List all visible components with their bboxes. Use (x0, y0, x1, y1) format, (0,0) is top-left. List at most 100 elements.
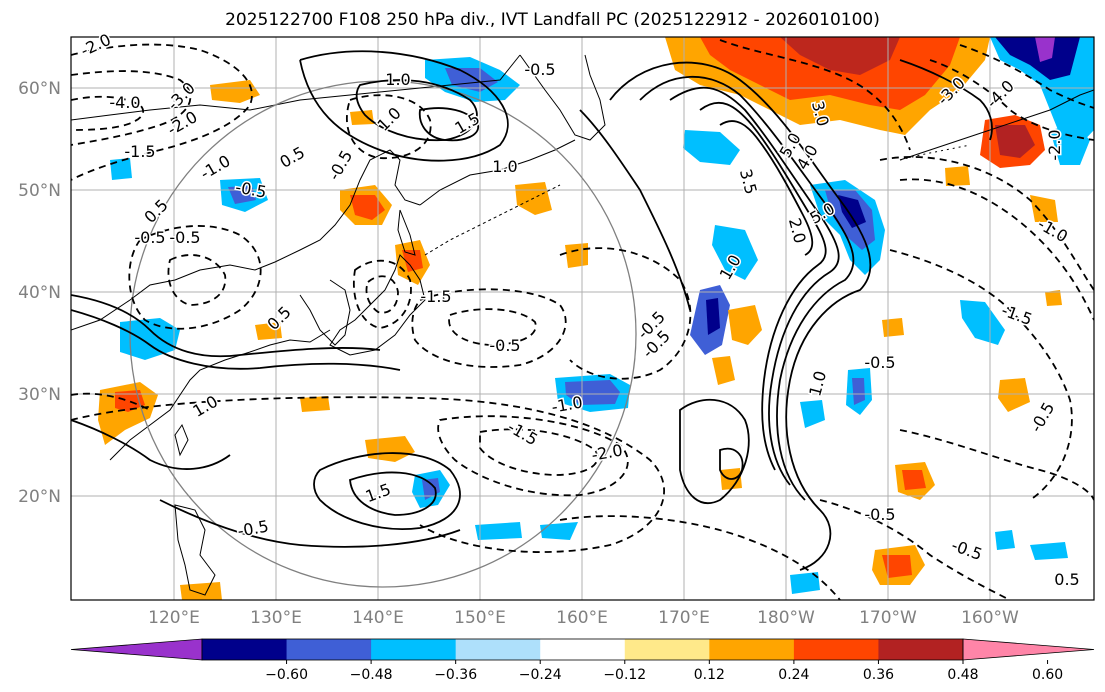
contour-label: -1.5 (420, 287, 451, 306)
plot-title: 2025122700 F108 250 hPa div., IVT Landfa… (225, 10, 880, 30)
shade-positive-7 (728, 305, 762, 345)
pos-contour-ne (899, 59, 993, 141)
lon-label-150e: 150°E (454, 608, 506, 628)
contour-label: -2.0 (1045, 129, 1064, 160)
lon-label-140e: 140°E (352, 608, 404, 628)
shade-negative-1 (683, 130, 740, 165)
contour-label: -0.5 (169, 228, 200, 247)
pos-contour-nw-3 (418, 107, 479, 142)
shade-positive-11b (902, 470, 926, 490)
coast-kurils (424, 184, 561, 256)
pos-contour-south-1 (313, 452, 461, 530)
pos-contour-west-2 (71, 309, 401, 371)
pos-contour-west-3 (71, 419, 231, 470)
shade-negative-corner-core (995, 37, 1080, 80)
coast-sakhalin (397, 209, 416, 256)
colorbar-tick-label: −0.60 (265, 667, 308, 683)
shade-negative-11 (120, 318, 180, 360)
coast-japan (329, 254, 426, 356)
colorbar-extend-high (962, 638, 1095, 661)
shade-positive-14 (300, 396, 330, 412)
neg-contour-south-2 (437, 415, 629, 497)
shade-positive-20 (1045, 290, 1062, 306)
pos-contour-jet-4 (699, 101, 827, 471)
shade-negative-15 (110, 158, 132, 180)
contour-labels: -2.0-4.0 -3.0-2.0-1.5 -1.0-0.5-0.5 -0.51.01… (76, 28, 1081, 590)
lon-label-160e: 160°E (556, 608, 608, 628)
neg-contour-se (819, 499, 1011, 600)
colorbar-segment (540, 639, 626, 660)
positive-contours (71, 50, 993, 571)
pos-contour-jet-2 (639, 75, 855, 501)
colorbar-extend-low (70, 638, 203, 661)
neg-contour-center-3 (559, 247, 692, 380)
shade-negative-18 (995, 530, 1015, 550)
colorbar-segment (371, 639, 457, 660)
neg-contour-sw-2 (167, 254, 227, 306)
neg-contour-nw-3 (71, 95, 144, 131)
shade-positive-9 (565, 243, 588, 268)
neg-contour-nw-2 (71, 70, 192, 146)
pos-contour-jet-7 (719, 447, 744, 480)
lat-label-50n: 50°N (18, 181, 61, 201)
shade-negative-10 (1050, 125, 1090, 165)
colorbar-tick-label: 0.24 (778, 667, 809, 683)
pos-contour-jet-5 (719, 120, 814, 256)
colorbar-segment (878, 639, 964, 660)
neg-contour-center-1 (411, 288, 567, 368)
shade-positive-10 (998, 378, 1030, 412)
neg-contour-south-1 (71, 396, 665, 553)
shade-positive-17 (255, 322, 282, 340)
contour-label: -1.5 (124, 142, 155, 161)
colorbar-tick-label: −0.36 (434, 667, 477, 683)
shade-positive-13 (1030, 195, 1058, 222)
contour-label: -0.5 (524, 60, 555, 79)
lon-label-170w: 170°W (859, 608, 917, 628)
coast-kamchatka (519, 54, 606, 141)
colorbar-tick-label: −0.12 (603, 667, 646, 683)
shade-positive-1b (350, 195, 385, 220)
coast-taiwan (174, 423, 189, 457)
shade-positive-15 (945, 166, 970, 186)
shade-negative-16 (1030, 542, 1068, 560)
colorbar-tick-label: −0.48 (350, 667, 393, 683)
colorbar-segment (709, 639, 795, 660)
neg-contour-south-3 (479, 428, 599, 476)
shade-negative-13 (540, 522, 578, 540)
map-frame (70, 36, 1095, 601)
shade-positive-alaska-core (995, 125, 1035, 158)
shade-negative-17 (790, 572, 820, 594)
shade-positive-5 (210, 80, 260, 103)
map-layers (71, 37, 1094, 600)
colorbar-segment (202, 639, 288, 660)
shading-layer (98, 37, 1094, 600)
contour-label: -0.5 (864, 505, 895, 524)
shade-positive-2b (402, 250, 423, 272)
pos-contour-south-2 (349, 471, 437, 516)
colorbar-tick-label: 0.48 (947, 667, 978, 683)
coast-philippines (174, 504, 216, 596)
shade-positive-19 (180, 582, 222, 600)
neg-contour-sw-1 (128, 225, 262, 330)
neg-contour-east-3 (889, 249, 1073, 501)
lat-label-30n: 30°N (18, 385, 61, 405)
neg-contour-ring-2 (365, 275, 399, 314)
shade-positive-12b (882, 555, 912, 578)
shade-positive-21 (350, 110, 374, 125)
colorbar-segment (793, 639, 879, 660)
contour-label: -0.5 (134, 228, 165, 247)
pos-contour-jet-3 (669, 86, 840, 486)
neg-contour-east-4 (899, 429, 1094, 501)
colorbar-tick-label: 0.12 (694, 667, 725, 683)
lon-label-130e: 130°E (250, 608, 302, 628)
shade-negative-corner-purple (1035, 37, 1055, 62)
contour-label: -0.5 (489, 336, 520, 355)
colorbar-segment (286, 639, 372, 660)
lon-label-180w: 180°W (757, 608, 815, 628)
coast-alaska (899, 89, 1094, 161)
shade-negative-4b (565, 380, 620, 405)
coast-asia (71, 149, 421, 331)
shade-positive-3 (98, 382, 158, 445)
graticule (71, 37, 1094, 600)
